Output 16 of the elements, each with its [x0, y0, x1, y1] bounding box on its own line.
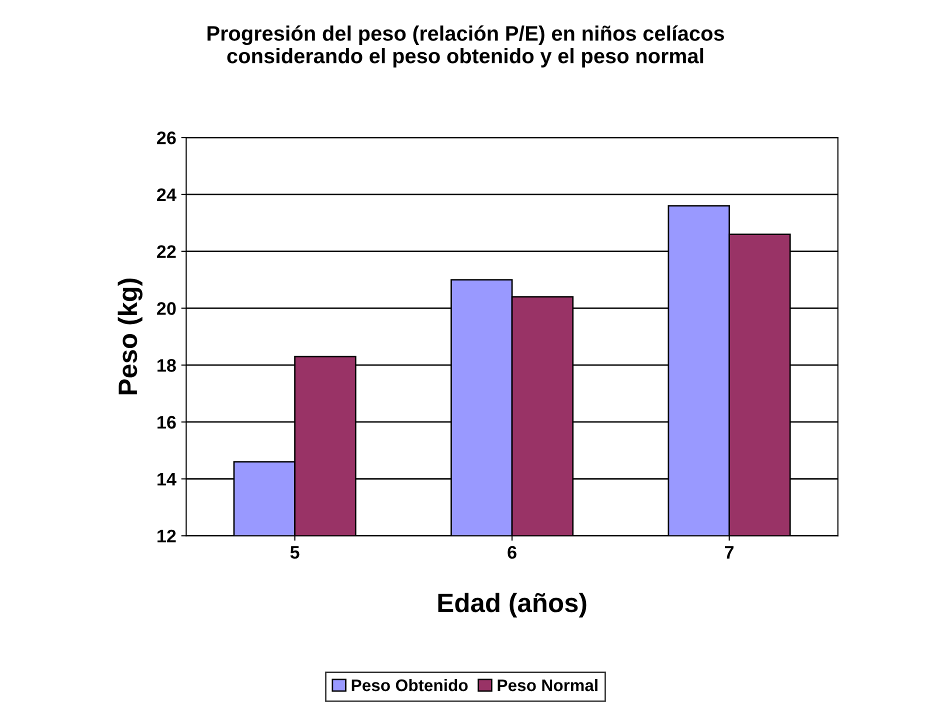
legend-label: Peso Obtenido: [352, 678, 468, 692]
y-tick-label: 22: [157, 245, 176, 258]
x-tick-label: 7: [725, 546, 734, 559]
y-tick-label: 24: [157, 188, 176, 201]
y-tick-label: 26: [157, 131, 176, 144]
legend-label: Peso Normal: [498, 678, 598, 692]
x-tick-label: 5: [290, 546, 300, 559]
y-axis-title: Peso (kg): [118, 278, 143, 394]
y-tick-label: 12: [158, 530, 176, 542]
x-tick-label: 6: [508, 546, 516, 559]
y-tick-label: 20: [157, 302, 176, 315]
y-tick-label: 14: [158, 472, 176, 486]
y-tick-label: 18: [158, 359, 176, 372]
chart-title: Progresión del peso (relación P/E) en niños celíacos considerando el peso obtenido y el peso normal: [208, 25, 724, 68]
x-axis-title: Edad (años): [438, 592, 586, 618]
y-tick-label: 16: [158, 416, 176, 429]
